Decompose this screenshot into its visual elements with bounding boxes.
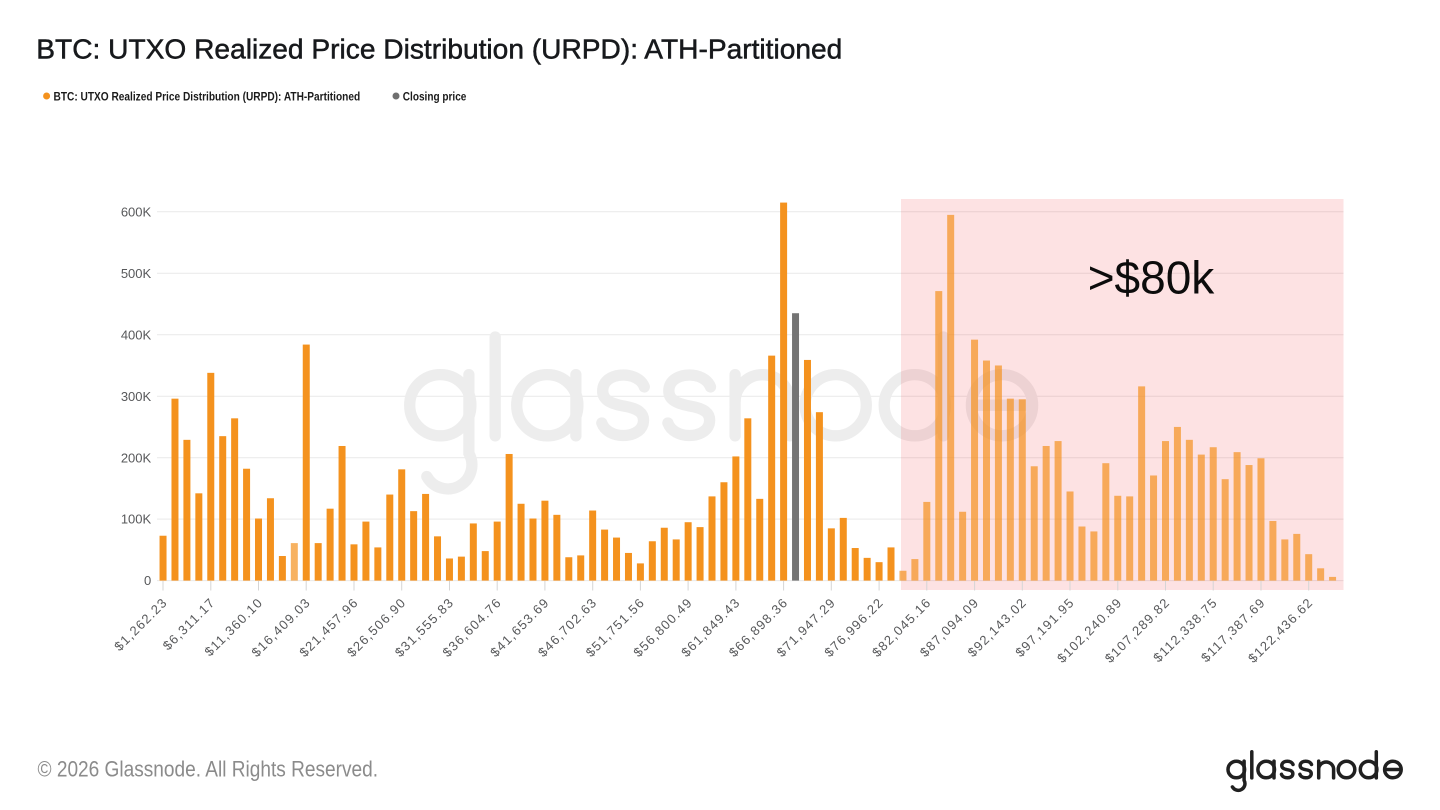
svg-text:Closing price: Closing price (403, 90, 467, 103)
svg-text:300K: 300K (121, 389, 152, 404)
svg-text:>$80k: >$80k (1088, 252, 1216, 304)
svg-text:BTC: UTXO Realized Price Distr: BTC: UTXO Realized Price Distribution (U… (36, 33, 842, 64)
svg-text:© 2026 Glassnode. All Rights R: © 2026 Glassnode. All Rights Reserved. (38, 756, 379, 781)
svg-text:BTC: UTXO Realized Price Distr: BTC: UTXO Realized Price Distribution (U… (54, 90, 361, 103)
svg-text:600K: 600K (121, 204, 152, 219)
svg-text:100K: 100K (121, 512, 152, 527)
svg-text:500K: 500K (121, 266, 152, 281)
svg-text:0: 0 (144, 573, 151, 588)
svg-text:400K: 400K (121, 327, 152, 342)
svg-text:200K: 200K (121, 450, 152, 465)
